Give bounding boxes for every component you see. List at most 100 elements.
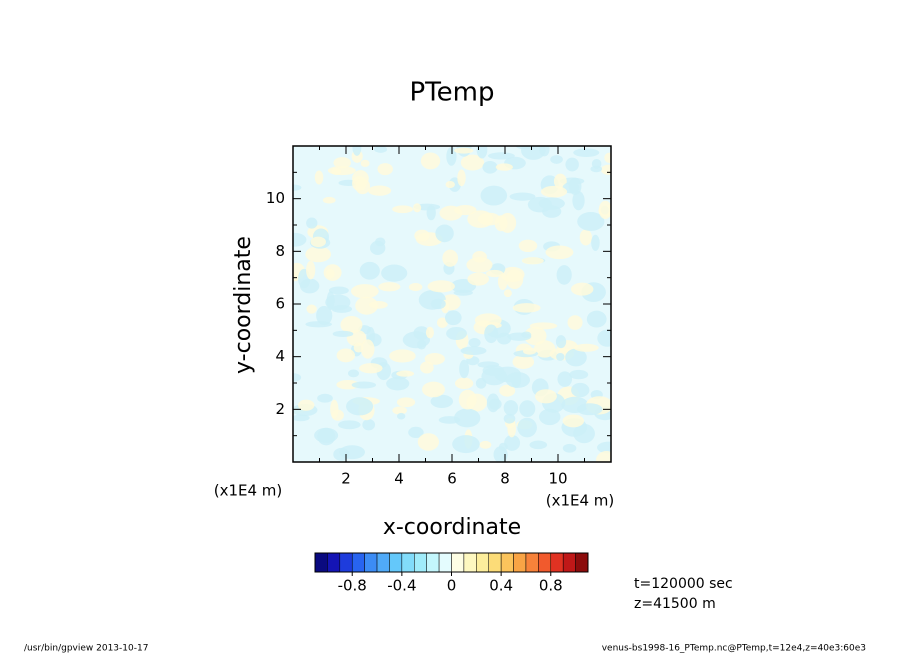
field-blob — [374, 146, 388, 153]
colorbar-cell — [451, 552, 465, 573]
field-blob — [331, 167, 342, 175]
colorbar-cell — [327, 552, 341, 573]
field-blob — [367, 185, 392, 196]
field-blob — [359, 363, 383, 374]
field-blob — [421, 381, 445, 398]
field-blob — [454, 408, 481, 428]
y-axis-label: y-coordinate — [231, 236, 256, 374]
field-blob — [389, 349, 416, 363]
field-blob — [369, 240, 386, 255]
field-blob — [515, 146, 535, 150]
field-blob — [381, 264, 408, 282]
x-tick-label: 8 — [500, 470, 510, 488]
colorbar-cell — [575, 552, 589, 573]
field-blob — [495, 163, 513, 171]
colorbar-cell — [513, 552, 527, 573]
field-blob — [557, 371, 573, 387]
field-blob — [456, 146, 472, 157]
field-blob — [494, 215, 508, 232]
field-blob — [317, 393, 333, 403]
field-blob — [571, 382, 590, 398]
field-blob — [468, 337, 481, 348]
field-blob — [597, 441, 611, 454]
field-blob — [512, 303, 541, 313]
y-tick-label: 6 — [275, 295, 285, 313]
field-blob — [425, 326, 434, 339]
field-blob — [572, 191, 585, 211]
colorbar-cell — [339, 552, 353, 573]
field-blob — [479, 440, 492, 449]
field-blob — [565, 348, 587, 367]
field-blob — [378, 282, 401, 292]
field-blob — [579, 229, 592, 246]
field-blob — [475, 378, 487, 389]
field-blob — [340, 315, 363, 334]
field-blob — [314, 170, 324, 185]
field-blob — [503, 289, 512, 298]
field-blob — [454, 377, 474, 390]
field-blob — [573, 148, 600, 157]
field-blob — [297, 399, 315, 411]
colorbar-tick-label: 0.8 — [539, 577, 563, 595]
footer: /usr/bin/gpview 2013-10-17 — [24, 644, 148, 654]
field-blob — [488, 152, 515, 160]
field-blob — [576, 403, 603, 416]
field-blob — [505, 269, 524, 289]
field-blob — [569, 369, 589, 380]
field-blob — [430, 298, 446, 310]
field-blob — [426, 205, 436, 221]
field-blob — [351, 381, 377, 389]
field-blob — [439, 205, 463, 221]
y-tick-label: 8 — [275, 242, 285, 260]
field-blob — [305, 246, 332, 263]
annotation: z=41500 m — [634, 596, 716, 612]
field-blob — [498, 442, 508, 451]
field-blob — [306, 260, 316, 280]
field-blob — [362, 419, 376, 431]
field-blob — [484, 324, 499, 344]
field-blob — [424, 353, 445, 365]
field-blob — [306, 304, 317, 314]
footer: venus-bs1998-16_PTemp.nc@PTemp,t=12e4,z=… — [602, 644, 866, 654]
field-blob — [386, 376, 410, 391]
field-blob — [458, 389, 477, 410]
field-blob — [533, 340, 556, 358]
field-blob — [293, 414, 310, 422]
field-blob — [293, 373, 302, 382]
field-blob — [333, 447, 350, 461]
field-blob — [453, 289, 473, 296]
x-tick-label: 2 — [341, 470, 351, 488]
field-blob — [522, 347, 537, 355]
field-blob — [529, 322, 558, 330]
field-blob — [293, 184, 302, 191]
field-blob — [570, 282, 594, 296]
x-tick-label: 4 — [394, 470, 404, 488]
field-blob — [347, 369, 360, 378]
field-blob — [556, 353, 565, 361]
field-blob — [396, 397, 416, 408]
field-blob — [317, 427, 336, 446]
colorbar-cell — [364, 552, 378, 573]
colorbar-cell — [525, 552, 539, 573]
field-blob — [604, 152, 611, 163]
field-blob — [466, 257, 493, 273]
field-blob — [467, 272, 489, 286]
field-blob — [565, 157, 579, 172]
x-axis-label: x-coordinate — [383, 515, 521, 540]
field-blob — [350, 284, 379, 299]
field-blob — [538, 197, 565, 210]
field-blob — [360, 159, 370, 168]
field-blob — [521, 257, 544, 265]
field-blob — [377, 163, 393, 176]
field-blob — [460, 154, 485, 171]
field-blob — [555, 335, 567, 349]
field-blob — [413, 326, 430, 340]
field-blob — [452, 435, 480, 454]
y-unit: (x1E4 m) — [214, 482, 283, 500]
field-blob — [446, 326, 467, 340]
colorbar-cell — [438, 552, 452, 573]
field-blob — [413, 203, 422, 213]
annotation: t=120000 sec — [634, 576, 733, 592]
field-blob — [482, 160, 498, 174]
field-blob — [459, 359, 470, 379]
